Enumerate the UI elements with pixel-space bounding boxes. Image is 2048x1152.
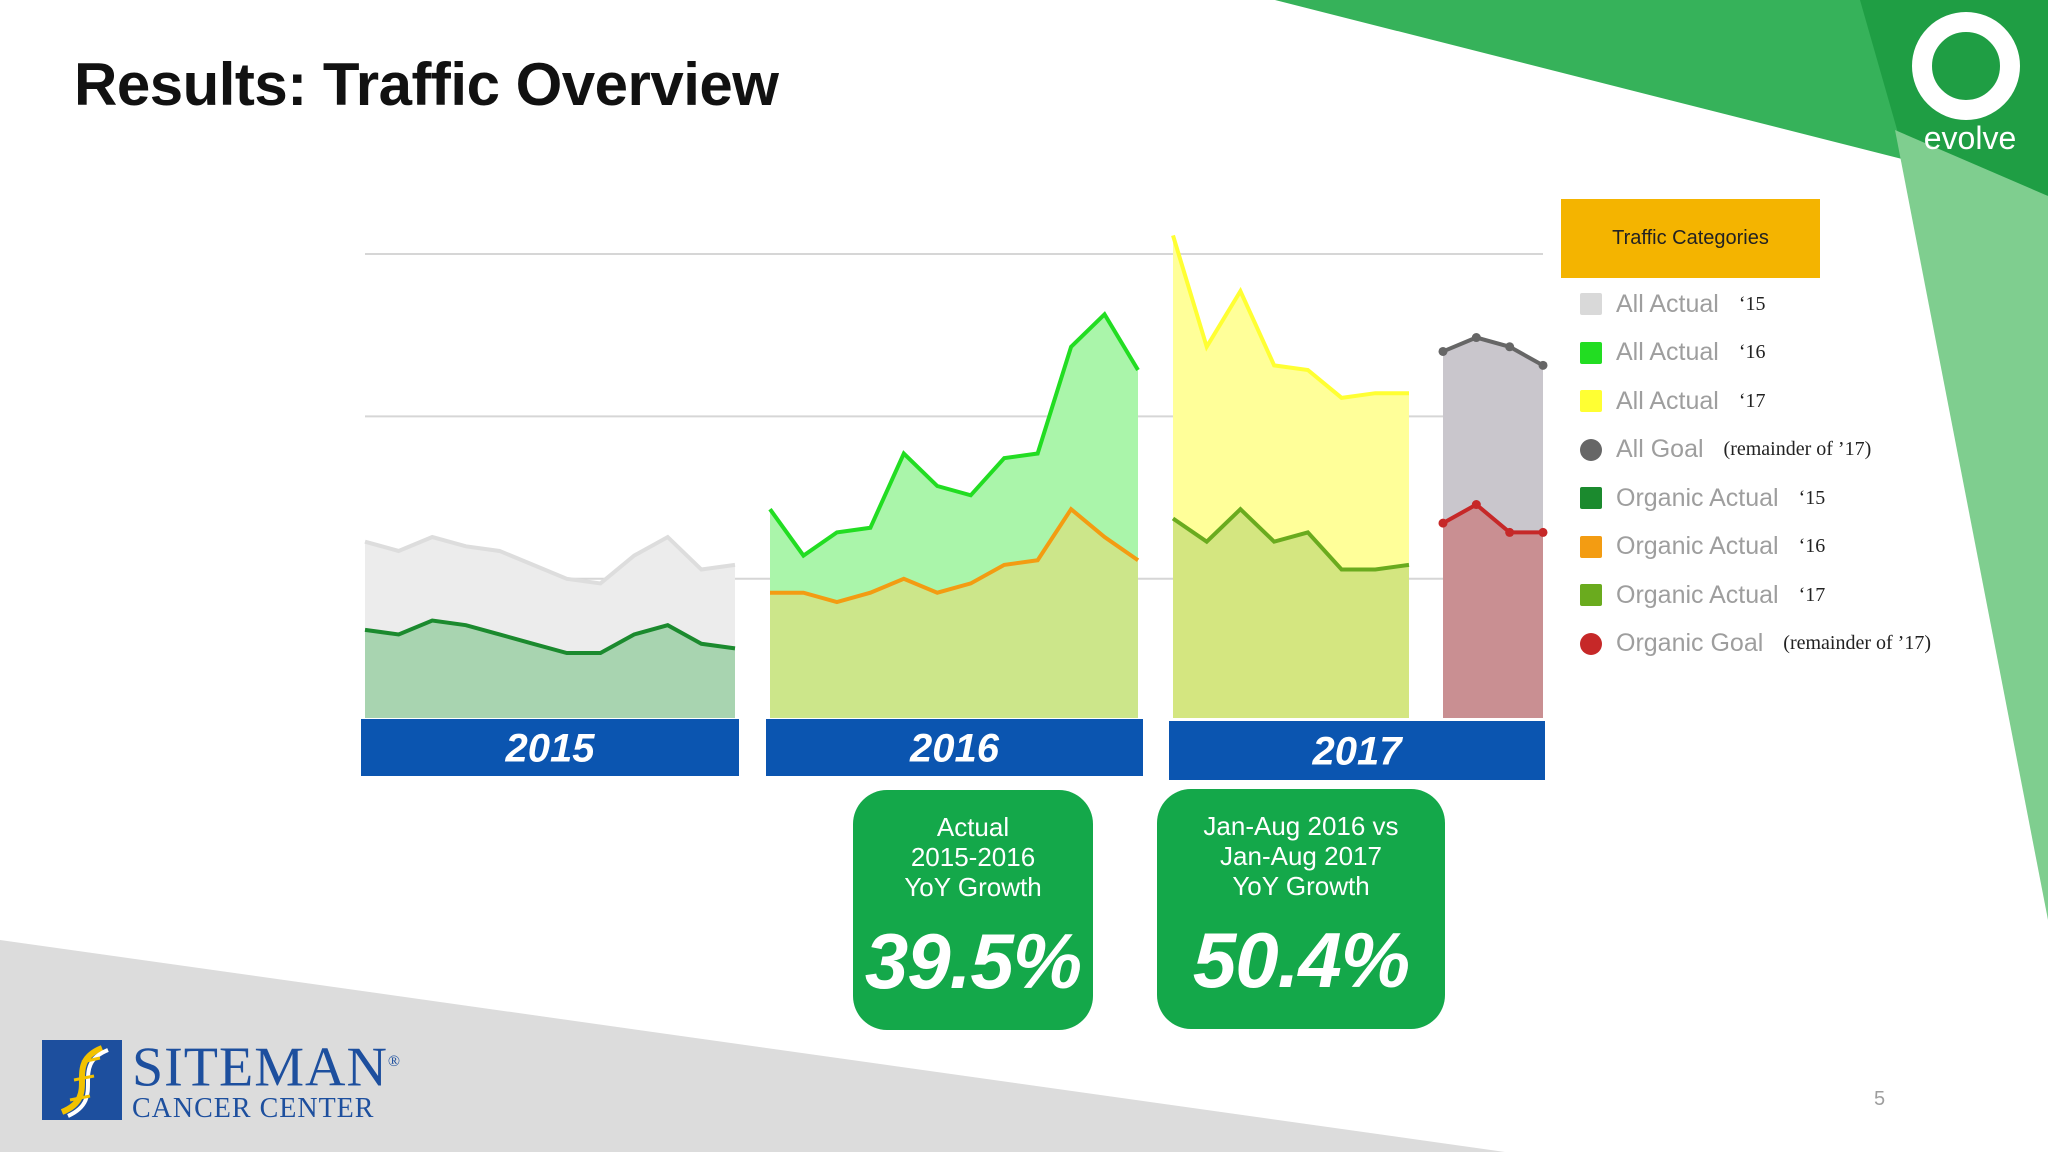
legend-item: Organic Actual ‘17 bbox=[1580, 577, 1825, 613]
yoy-growth-label-line: Jan-Aug 2016 vs bbox=[1203, 811, 1399, 841]
year-band-2015 bbox=[361, 719, 739, 776]
yoy-growth-label: Actual 2015-2016 YoY Growth bbox=[853, 812, 1093, 902]
line-2017-all bbox=[1171, 234, 1409, 400]
legend-item-name: Organic Actual bbox=[1616, 483, 1779, 512]
legend-swatch bbox=[1580, 632, 1602, 655]
point-all-goal bbox=[1471, 333, 1481, 343]
legend-item-suffix: ‘16 bbox=[1798, 535, 1826, 557]
line-2016-all bbox=[768, 311, 1140, 559]
area-2017-organic-goal bbox=[1443, 504, 1543, 718]
evolve-logo-icon bbox=[1912, 12, 2020, 120]
yoy-growth-label-line: YoY Growth bbox=[1232, 871, 1370, 901]
legend-item-name: All Goal bbox=[1616, 435, 1704, 463]
point-organic-goal bbox=[1538, 527, 1548, 537]
year-label-2016: 2016 bbox=[909, 727, 1000, 771]
yoy-growth-label: Jan-Aug 2016 vs Jan-Aug 2017 YoY Growth bbox=[1157, 811, 1445, 901]
yoy-growth-card: Actual 2015-2016 YoY Growth 39.5% bbox=[853, 790, 1093, 1030]
yoy-growth-label-line: Actual bbox=[936, 812, 1010, 842]
year-bands: 2015 2016 2017 bbox=[361, 719, 1545, 780]
point-all-goal bbox=[1505, 342, 1515, 352]
point-organic-goal bbox=[1505, 527, 1515, 537]
legend-item: Organic Actual ‘16 bbox=[1580, 529, 1825, 565]
line-2017-organic bbox=[1171, 506, 1410, 572]
legend-item-suffix: ‘16 bbox=[1738, 341, 1766, 363]
year-band-2017 bbox=[1169, 721, 1545, 780]
year-label-2017: 2017 bbox=[1312, 730, 1404, 774]
legend-item-name: Organic Actual bbox=[1616, 532, 1779, 560]
point-all-goal bbox=[1438, 346, 1448, 356]
yoy-growth-card: Jan-Aug 2016 vs Jan-Aug 2017 YoY Growth 50.… bbox=[1157, 789, 1445, 1029]
line-2015-organic bbox=[364, 618, 736, 656]
legend-item-suffix: ‘15 bbox=[1738, 292, 1766, 315]
legend-item-suffix: ‘17 bbox=[1738, 389, 1766, 412]
legend-item: All Actual ‘15 bbox=[1580, 286, 1766, 322]
legend-swatch bbox=[1580, 487, 1602, 509]
legend-item: All Actual ‘17 bbox=[1580, 383, 1766, 419]
legend-title: Traffic Categories bbox=[1561, 199, 1820, 278]
line-2017-all-goal bbox=[1442, 335, 1544, 368]
legend-item: Organic Goal (remainder of ’17) bbox=[1580, 626, 1931, 662]
line-2015-all bbox=[364, 534, 736, 586]
dna-helix-icon bbox=[42, 1039, 122, 1120]
legend-item-name: All Actual bbox=[1616, 338, 1719, 366]
yoy-growth-value: 50.4% bbox=[1192, 916, 1410, 1004]
siteman-logo-sub: CANCER CENTER bbox=[132, 1092, 375, 1124]
point-organic-goal bbox=[1471, 500, 1481, 510]
yoy-growth-value: 39.5% bbox=[864, 917, 1082, 1005]
evolve-logo-text: evolve bbox=[1923, 120, 2017, 156]
year-label-2015: 2015 bbox=[505, 727, 596, 771]
right-edge-band bbox=[1895, 130, 2048, 920]
legend-item-suffix: (remainder of ’17) bbox=[1723, 438, 1872, 460]
legend-swatch bbox=[1580, 438, 1602, 461]
siteman-logo: SITEMAN® CANCER CENTER bbox=[42, 1036, 401, 1124]
registered-mark: ® bbox=[387, 1053, 402, 1070]
yoy-growth-label-line: YoY Growth bbox=[904, 872, 1042, 902]
legend-swatch bbox=[1580, 535, 1602, 558]
legend-item-name: All Actual bbox=[1616, 386, 1719, 415]
legend-item-suffix: (remainder of ’17) bbox=[1783, 632, 1932, 654]
line-2016-organic bbox=[770, 506, 1140, 605]
point-all-goal bbox=[1538, 360, 1548, 370]
series-areas bbox=[364, 234, 1548, 718]
legend-item: All Actual ‘16 bbox=[1580, 335, 1766, 371]
year-band-2016 bbox=[766, 719, 1143, 776]
siteman-logo-name: SITEMAN bbox=[132, 1036, 388, 1099]
legend-item-name: All Actual bbox=[1616, 289, 1719, 318]
top-right-banner bbox=[1275, 0, 2048, 196]
legend-item-name: Organic Actual bbox=[1616, 580, 1779, 609]
legend-item: All Goal (remainder of ’17) bbox=[1580, 432, 1871, 468]
line-2017-organic-goal bbox=[1442, 502, 1543, 535]
legend-item-suffix: ‘17 bbox=[1798, 583, 1826, 606]
yoy-growth-label-line: Jan-Aug 2017 bbox=[1220, 841, 1382, 871]
area-2017-organic bbox=[1173, 509, 1409, 718]
page-number: 5 bbox=[1874, 1088, 1886, 1110]
legend-swatch bbox=[1580, 584, 1602, 606]
legend-item-name: Organic Goal bbox=[1616, 629, 1764, 657]
legend-swatch bbox=[1580, 390, 1602, 412]
bottom-left-band bbox=[0, 940, 1505, 1152]
point-organic-goal bbox=[1438, 518, 1448, 528]
legend-item-suffix: ‘15 bbox=[1798, 486, 1826, 509]
area-2016-organic bbox=[770, 509, 1138, 718]
yoy-growth-label-line: 2015-2016 bbox=[910, 842, 1036, 872]
legend-item: Organic Actual ‘15 bbox=[1580, 480, 1825, 516]
legend-swatch bbox=[1580, 341, 1602, 364]
legend-swatch bbox=[1580, 293, 1602, 315]
page-title: Results: Traffic Overview bbox=[74, 51, 779, 118]
area-2015-organic bbox=[365, 620, 735, 718]
